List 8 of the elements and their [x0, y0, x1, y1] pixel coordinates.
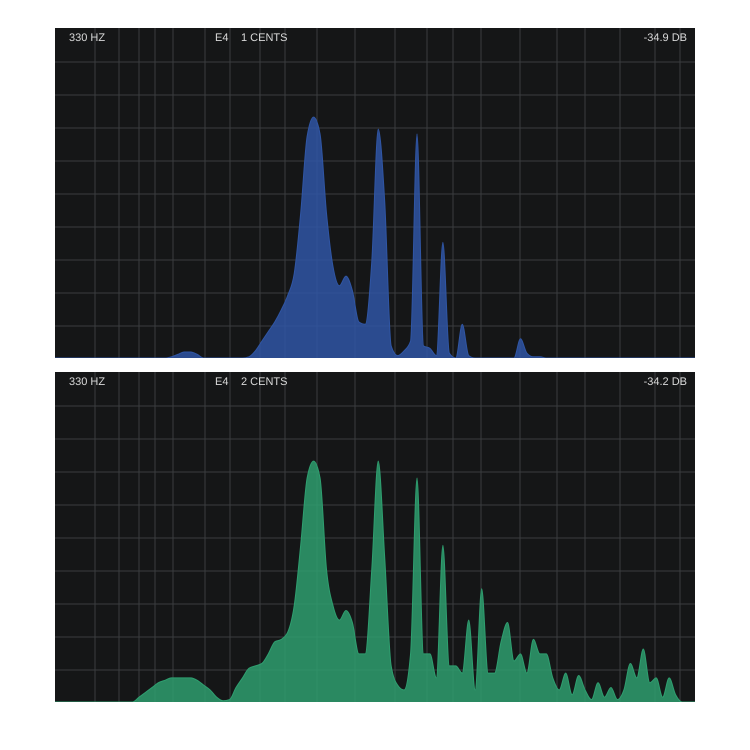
- text: E4: [215, 32, 228, 44]
- text: -34.2 DB: [644, 376, 687, 388]
- text: E4: [215, 376, 228, 388]
- text: 1 CENTS: [241, 32, 288, 44]
- text: 330 HZ: [69, 376, 106, 388]
- text: 330 HZ: [69, 32, 106, 44]
- text: -34.9 DB: [644, 32, 687, 44]
- text: 2 CENTS: [241, 376, 288, 388]
